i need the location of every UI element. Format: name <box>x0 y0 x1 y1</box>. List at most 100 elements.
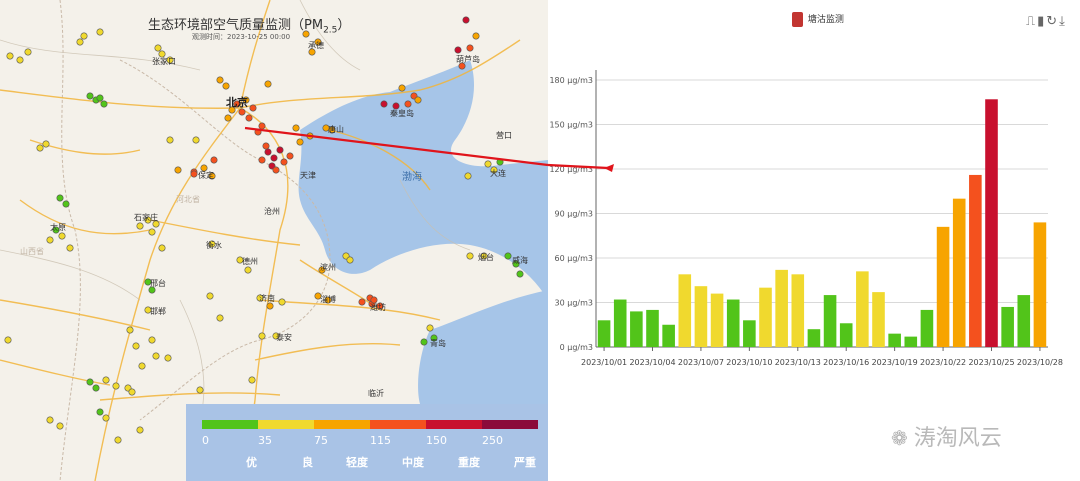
download-icon[interactable]: ⤓ <box>1059 14 1067 29</box>
chart-legend[interactable]: 塘沽监测 <box>792 12 844 27</box>
station-dot[interactable] <box>86 92 94 100</box>
station-dot[interactable] <box>404 100 412 108</box>
station-dot[interactable] <box>484 160 492 168</box>
station-dot[interactable] <box>166 136 174 144</box>
station-dot[interactable] <box>258 156 266 164</box>
station-dot[interactable] <box>420 338 428 346</box>
station-dot[interactable] <box>46 416 54 424</box>
station-dot[interactable] <box>200 164 208 172</box>
station-dot[interactable] <box>56 194 64 202</box>
station-dot[interactable] <box>414 96 422 104</box>
station-dot[interactable] <box>242 96 250 104</box>
station-dot[interactable] <box>314 38 322 46</box>
station-dot[interactable] <box>466 252 474 260</box>
station-dot[interactable] <box>46 236 54 244</box>
station-dot[interactable] <box>328 126 336 134</box>
station-dot[interactable] <box>228 106 236 114</box>
station-dot[interactable] <box>516 270 524 278</box>
station-dot[interactable] <box>92 384 100 392</box>
station-dot[interactable] <box>464 172 472 180</box>
station-dot[interactable] <box>458 62 466 70</box>
station-dot[interactable] <box>224 114 232 122</box>
station-dot[interactable] <box>148 228 156 236</box>
station-dot[interactable] <box>358 298 366 306</box>
station-dot[interactable] <box>132 342 140 350</box>
station-dot[interactable] <box>222 82 230 90</box>
station-dot[interactable] <box>114 436 122 444</box>
station-dot[interactable] <box>100 100 108 108</box>
station-dot[interactable] <box>346 256 354 264</box>
station-dot[interactable] <box>174 166 182 174</box>
station-dot[interactable] <box>102 376 110 384</box>
station-dot[interactable] <box>272 332 280 340</box>
station-dot[interactable] <box>280 158 288 166</box>
station-dot[interactable] <box>190 170 198 178</box>
station-dot[interactable] <box>102 414 110 422</box>
station-dot[interactable] <box>76 38 84 46</box>
station-dot[interactable] <box>276 146 284 154</box>
station-dot[interactable] <box>138 362 146 370</box>
station-dot[interactable] <box>42 140 50 148</box>
station-dot[interactable] <box>148 336 156 344</box>
station-dot[interactable] <box>86 378 94 386</box>
station-dot[interactable] <box>370 296 378 304</box>
station-dot[interactable] <box>512 260 520 268</box>
station-dot[interactable] <box>308 48 316 56</box>
station-dot[interactable] <box>206 292 214 300</box>
station-dot[interactable] <box>376 302 384 310</box>
station-dot[interactable] <box>56 422 64 430</box>
station-dot[interactable] <box>466 44 474 52</box>
station-dot[interactable] <box>136 426 144 434</box>
station-dot[interactable] <box>238 108 246 116</box>
station-dot[interactable] <box>249 104 257 112</box>
station-dot[interactable] <box>462 16 470 24</box>
station-dot[interactable] <box>136 222 144 230</box>
station-dot[interactable] <box>264 80 272 88</box>
bar-chart-icon[interactable]: ▮ <box>1037 14 1047 29</box>
station-dot[interactable] <box>216 76 224 84</box>
station-dot[interactable] <box>278 298 286 306</box>
station-dot[interactable] <box>426 324 434 332</box>
station-dot[interactable] <box>264 148 272 156</box>
station-dot[interactable] <box>302 30 310 38</box>
station-dot[interactable] <box>245 114 253 122</box>
station-dot[interactable] <box>258 122 266 130</box>
station-dot[interactable] <box>66 244 74 252</box>
station-dot[interactable] <box>166 56 174 64</box>
station-dot[interactable] <box>80 32 88 40</box>
station-dot[interactable] <box>380 100 388 108</box>
station-dot[interactable] <box>490 166 498 174</box>
station-dot[interactable] <box>192 136 200 144</box>
station-dot[interactable] <box>208 240 216 248</box>
station-dot[interactable] <box>472 32 480 40</box>
station-dot[interactable] <box>154 44 162 52</box>
station-dot[interactable] <box>244 266 252 274</box>
station-dot[interactable] <box>248 376 256 384</box>
station-dot[interactable] <box>208 172 216 180</box>
station-dot[interactable] <box>96 94 104 102</box>
station-dot[interactable] <box>258 332 266 340</box>
station-dot[interactable] <box>480 252 488 260</box>
station-dot[interactable] <box>318 266 326 274</box>
station-dot[interactable] <box>392 102 400 110</box>
station-dot[interactable] <box>314 292 322 300</box>
station-dot[interactable] <box>296 138 304 146</box>
station-dot[interactable] <box>152 352 160 360</box>
station-dot[interactable] <box>430 334 438 342</box>
station-dot[interactable] <box>398 84 406 92</box>
station-dot[interactable] <box>504 252 512 260</box>
station-dot[interactable] <box>52 226 60 234</box>
station-dot[interactable] <box>262 142 270 150</box>
station-dot[interactable] <box>128 388 136 396</box>
station-dot[interactable] <box>158 50 166 58</box>
station-dot[interactable] <box>324 296 332 304</box>
station-dot[interactable] <box>58 232 66 240</box>
station-dot[interactable] <box>236 256 244 264</box>
station-dot[interactable] <box>164 354 172 362</box>
station-dot[interactable] <box>454 46 462 54</box>
station-dot[interactable] <box>196 386 204 394</box>
station-dot[interactable] <box>36 144 44 152</box>
station-dot[interactable] <box>158 244 166 252</box>
station-dot[interactable] <box>152 220 160 228</box>
station-dot[interactable] <box>16 56 24 64</box>
